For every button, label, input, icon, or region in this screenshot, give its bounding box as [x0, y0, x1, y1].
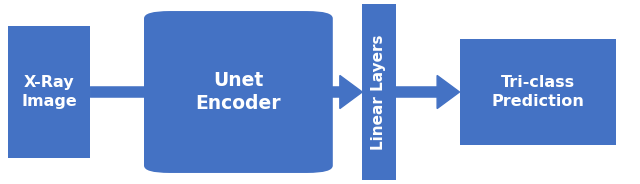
FancyArrow shape — [307, 75, 362, 109]
FancyArrow shape — [396, 75, 460, 109]
FancyBboxPatch shape — [362, 4, 396, 180]
FancyBboxPatch shape — [460, 39, 616, 145]
Text: Unet
Encoder: Unet Encoder — [196, 71, 281, 113]
FancyArrow shape — [90, 75, 170, 109]
Text: Tri-class
Prediction: Tri-class Prediction — [491, 75, 584, 109]
Text: X-Ray
Image: X-Ray Image — [21, 75, 77, 109]
FancyBboxPatch shape — [8, 26, 90, 158]
FancyBboxPatch shape — [144, 11, 333, 173]
Text: Linear Layers: Linear Layers — [371, 34, 387, 150]
